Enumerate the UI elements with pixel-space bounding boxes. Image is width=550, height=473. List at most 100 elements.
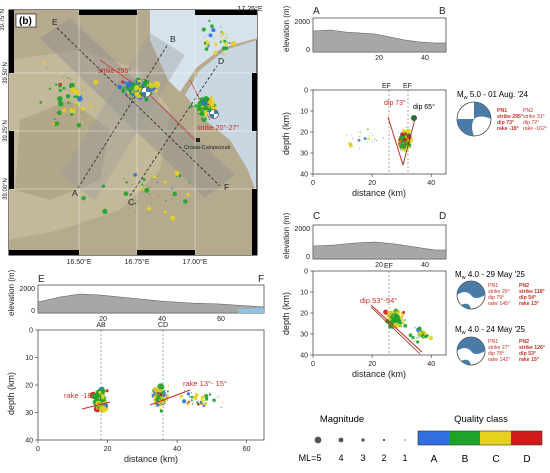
earthquake-marker xyxy=(98,390,102,395)
earthquake-marker xyxy=(174,170,180,176)
earthquake-marker xyxy=(115,197,117,199)
earthquake-marker xyxy=(41,61,45,65)
magnitude-value: 4 xyxy=(338,453,343,463)
earthquake-marker xyxy=(191,403,194,405)
earthquake-marker xyxy=(350,134,352,135)
earthquake-marker xyxy=(214,402,216,404)
earthquake-marker xyxy=(208,108,211,111)
earthquake-marker xyxy=(359,136,361,138)
earthquake-marker xyxy=(207,103,210,106)
earthquake-marker xyxy=(76,123,82,128)
earthquake-marker xyxy=(389,322,391,325)
earthquake-marker xyxy=(128,209,130,211)
earthquake-marker xyxy=(137,171,140,174)
town-label: Crosia-Calopezzati xyxy=(184,145,230,151)
earthquake-marker xyxy=(81,94,83,97)
elev-tick: 2000 xyxy=(19,286,35,293)
magnitude-legend: Magnitude ML=5 4 3 2 1 xyxy=(280,405,410,468)
mech-pn1-line: strike 295° xyxy=(497,114,523,120)
earthquake-marker xyxy=(221,46,227,51)
earthquake-marker xyxy=(405,142,407,144)
earthquake-marker xyxy=(369,139,371,140)
earthquake-marker xyxy=(403,141,406,143)
depth-tick-label: 0 xyxy=(304,269,308,276)
mech-pn2-line: rake -162° xyxy=(523,126,547,132)
mech-pn2-line: rake 13° xyxy=(519,301,539,307)
earthquake-marker xyxy=(130,90,132,91)
earthquake-marker xyxy=(218,395,220,397)
earthquake-marker xyxy=(156,181,158,183)
earthquake-marker xyxy=(399,143,405,149)
earthquake-marker xyxy=(158,194,160,196)
earthquake-marker xyxy=(212,37,214,39)
earthquake-marker xyxy=(208,105,210,107)
earthquake-marker xyxy=(57,88,59,90)
earthquake-marker xyxy=(136,200,138,202)
earthquake-marker xyxy=(57,96,63,102)
earthquake-marker xyxy=(165,396,167,398)
magnitude-legend-title: Magnitude xyxy=(320,414,364,425)
earthquake-marker xyxy=(140,85,142,87)
earthquake-marker xyxy=(142,177,146,181)
depth-tick-label: 10 xyxy=(300,290,308,297)
earthquake-marker xyxy=(385,325,387,327)
earthquake-marker xyxy=(125,181,128,184)
earthquake-marker xyxy=(151,175,153,177)
earthquake-marker xyxy=(123,191,129,196)
earthquake-marker xyxy=(77,95,83,102)
mech-title: Mw 5.0 - 01 Aug. '24 xyxy=(457,90,528,101)
earthquake-marker xyxy=(402,148,407,152)
earthquake-marker xyxy=(143,78,145,81)
earthquake-marker xyxy=(62,86,66,90)
earthquake-marker xyxy=(193,395,198,401)
earthquake-marker xyxy=(367,128,369,131)
earthquake-marker xyxy=(375,129,377,131)
earthquake-marker xyxy=(65,119,67,121)
rake-label-2: rake 13°- 15° xyxy=(183,379,227,388)
earthquake-marker xyxy=(138,79,140,80)
earthquake-marker xyxy=(161,383,163,385)
earthquake-marker xyxy=(397,320,401,324)
earthquake-marker xyxy=(403,143,405,144)
quality-swatch xyxy=(511,431,542,445)
earthquake-marker xyxy=(130,97,133,100)
earthquake-marker xyxy=(171,187,174,190)
earthquake-marker xyxy=(363,145,365,147)
earthquake-marker xyxy=(181,399,187,404)
magnitude-symbol xyxy=(361,438,365,442)
earthquake-marker xyxy=(203,104,206,107)
earthquake-marker xyxy=(67,129,69,131)
earthquake-marker xyxy=(190,399,193,402)
depth-tick-label: 30 xyxy=(300,151,308,158)
earthquake-marker xyxy=(205,106,207,108)
earthquake-marker xyxy=(72,121,74,123)
earthquake-marker xyxy=(135,91,137,93)
profile-letter-b: B xyxy=(170,34,176,44)
earthquake-marker xyxy=(186,392,190,396)
earthquake-marker xyxy=(81,72,83,74)
earthquake-marker xyxy=(164,390,166,392)
earthquake-marker xyxy=(151,391,153,392)
earthquake-marker xyxy=(208,107,211,110)
earthquake-marker xyxy=(57,100,64,107)
mech-pn2-line: PN2 xyxy=(523,108,533,114)
earthquake-marker xyxy=(397,316,399,318)
distance-xlabel: distance (km) xyxy=(352,188,406,198)
earthquake-marker xyxy=(89,105,93,109)
mech-pn2-line: strike 126° xyxy=(519,345,545,351)
earthquake-marker xyxy=(144,187,150,193)
earthquake-marker xyxy=(156,396,158,398)
earthquake-marker xyxy=(129,91,131,93)
earthquake-marker xyxy=(69,112,71,114)
earthquake-marker xyxy=(421,340,423,342)
earthquake-marker xyxy=(199,400,202,403)
focal-mechanism-beachball-icon xyxy=(456,336,486,366)
x-tick-label: 0 xyxy=(311,180,315,187)
earthquake-marker xyxy=(210,24,214,29)
earthquake-marker xyxy=(132,83,136,87)
earthquake-marker xyxy=(168,387,170,389)
earthquake-marker xyxy=(160,390,161,392)
elev-x-tick: 20 xyxy=(375,262,383,269)
earthquake-marker xyxy=(228,42,231,44)
profile-letter-e: E xyxy=(52,17,58,27)
